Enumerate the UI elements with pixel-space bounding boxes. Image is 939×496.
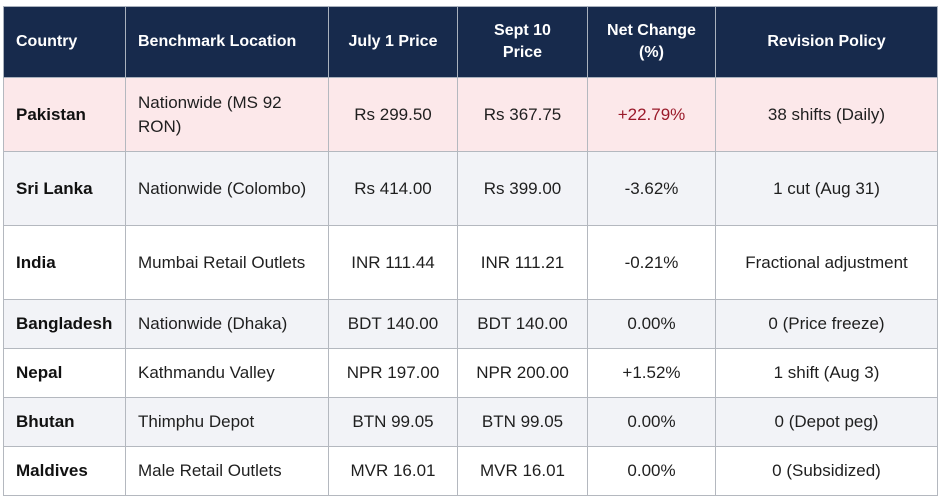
header-net-change-line2: (%) xyxy=(639,44,664,61)
cell-july-price: BDT 140.00 xyxy=(328,299,458,349)
cell-net-change: -3.62% xyxy=(587,151,716,226)
table-row-maldives: Maldives Male Retail Outlets MVR 16.01 M… xyxy=(3,446,938,496)
cell-location: Thimphu Depot xyxy=(125,397,329,447)
cell-net-change: +22.79% xyxy=(587,77,716,152)
table-row-sri-lanka: Sri Lanka Nationwide (Colombo) Rs 414.00… xyxy=(3,151,938,226)
cell-revision-policy: 38 shifts (Daily) xyxy=(715,77,938,152)
header-row: Country Benchmark Location July 1 Price … xyxy=(3,6,938,78)
cell-july-price: MVR 16.01 xyxy=(328,446,458,496)
table-row-pakistan: Pakistan Nationwide (MS 92 RON) Rs 299.5… xyxy=(3,77,938,152)
header-revision-policy: Revision Policy xyxy=(715,6,938,78)
cell-sept-price: INR 111.21 xyxy=(457,225,588,300)
cell-sept-price: Rs 399.00 xyxy=(457,151,588,226)
cell-sept-price: MVR 16.01 xyxy=(457,446,588,496)
cell-country: Nepal xyxy=(3,348,126,398)
cell-net-change: 0.00% xyxy=(587,299,716,349)
cell-revision-policy: 1 cut (Aug 31) xyxy=(715,151,938,226)
cell-july-price: BTN 99.05 xyxy=(328,397,458,447)
table-row-india: India Mumbai Retail Outlets INR 111.44 I… xyxy=(3,225,938,300)
cell-revision-policy: 1 shift (Aug 3) xyxy=(715,348,938,398)
cell-country: Pakistan xyxy=(3,77,126,152)
header-net-change: Net Change (%) xyxy=(587,6,716,78)
cell-country: Maldives xyxy=(3,446,126,496)
header-net-change-line1: Net Change xyxy=(607,22,696,39)
cell-revision-policy: 0 (Depot peg) xyxy=(715,397,938,447)
table-row-bangladesh: Bangladesh Nationwide (Dhaka) BDT 140.00… xyxy=(3,299,938,349)
cell-country: Bangladesh xyxy=(3,299,126,349)
cell-july-price: INR 111.44 xyxy=(328,225,458,300)
cell-country: India xyxy=(3,225,126,300)
cell-location: Nationwide (MS 92 RON) xyxy=(125,77,329,152)
cell-july-price: Rs 299.50 xyxy=(328,77,458,152)
fuel-price-table: Country Benchmark Location July 1 Price … xyxy=(3,6,938,496)
header-benchmark-location: Benchmark Location xyxy=(125,6,329,78)
cell-location: Male Retail Outlets xyxy=(125,446,329,496)
header-sept-price-line1: Sept 10 xyxy=(494,22,551,39)
cell-location: Kathmandu Valley xyxy=(125,348,329,398)
header-july-price: July 1 Price xyxy=(328,6,458,78)
cell-revision-policy: 0 (Subsidized) xyxy=(715,446,938,496)
cell-revision-policy: Fractional adjustment xyxy=(715,225,938,300)
cell-sept-price: BTN 99.05 xyxy=(457,397,588,447)
cell-sept-price: NPR 200.00 xyxy=(457,348,588,398)
cell-location: Mumbai Retail Outlets xyxy=(125,225,329,300)
cell-country: Sri Lanka xyxy=(3,151,126,226)
cell-july-price: Rs 414.00 xyxy=(328,151,458,226)
cell-sept-price: Rs 367.75 xyxy=(457,77,588,152)
cell-location: Nationwide (Dhaka) xyxy=(125,299,329,349)
cell-net-change: -0.21% xyxy=(587,225,716,300)
cell-revision-policy: 0 (Price freeze) xyxy=(715,299,938,349)
header-sept-price-line2: Price xyxy=(502,44,543,61)
cell-net-change: 0.00% xyxy=(587,446,716,496)
cell-sept-price: BDT 140.00 xyxy=(457,299,588,349)
table-row-nepal: Nepal Kathmandu Valley NPR 197.00 NPR 20… xyxy=(3,348,938,398)
cell-net-change: 0.00% xyxy=(587,397,716,447)
cell-net-change: +1.52% xyxy=(587,348,716,398)
header-sept-price: Sept 10 Price xyxy=(457,6,588,78)
cell-location: Nationwide (Colombo) xyxy=(125,151,329,226)
header-country: Country xyxy=(3,6,126,78)
cell-july-price: NPR 197.00 xyxy=(328,348,458,398)
cell-country: Bhutan xyxy=(3,397,126,447)
table-row-bhutan: Bhutan Thimphu Depot BTN 99.05 BTN 99.05… xyxy=(3,397,938,447)
